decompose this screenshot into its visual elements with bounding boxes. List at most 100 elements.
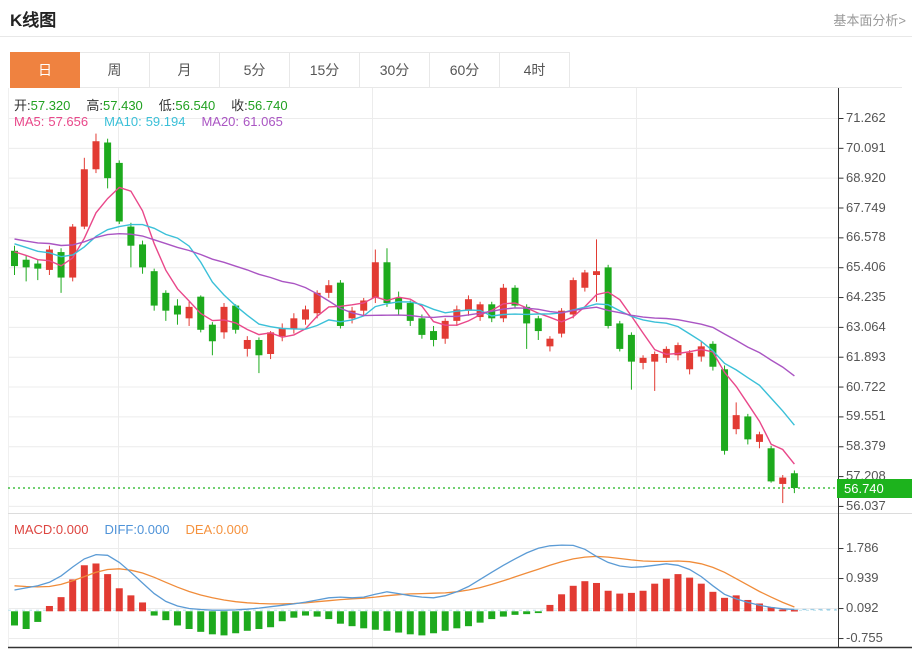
candle-body: [755, 434, 763, 442]
candle-body: [406, 303, 414, 321]
candle-body: [441, 320, 449, 339]
candle-body: [593, 271, 600, 276]
candle-body: [313, 292, 321, 314]
price-tick-label: 60.722: [846, 378, 886, 394]
candles: [11, 133, 798, 504]
gridlines: [8, 88, 912, 648]
tab-60min[interactable]: 60分: [430, 52, 500, 88]
candle-body: [395, 297, 403, 310]
candle-body: [581, 272, 589, 288]
candle-body: [430, 331, 438, 340]
title-divider: [0, 36, 912, 37]
tab-5min[interactable]: 5分: [220, 52, 290, 88]
high-value: 57.430: [103, 98, 143, 113]
candle-body: [302, 309, 309, 320]
candle-body: [511, 287, 519, 306]
candle-body: [69, 226, 77, 278]
low-value: 56.540: [175, 98, 216, 113]
candle-body: [499, 287, 507, 319]
candle-body: [278, 328, 286, 337]
candle-body: [185, 306, 193, 319]
candle-body: [371, 262, 379, 298]
diff-label: DIFF:: [104, 522, 137, 537]
macd-label: MACD:: [14, 522, 56, 537]
candle-body: [22, 259, 30, 268]
price-tick-label: 56.037: [846, 497, 886, 513]
price-tick-label: 68.920: [846, 169, 886, 185]
diff-line: [14, 544, 795, 611]
dea-label: DEA:: [185, 522, 216, 537]
price-tick-label: 61.893: [846, 348, 886, 364]
current-price-badge: 56.740: [837, 479, 912, 498]
price-tick-label: 71.262: [846, 110, 886, 125]
candle-body: [546, 338, 554, 347]
candle-body: [243, 339, 251, 349]
close-label: 收:: [231, 98, 248, 113]
price-tick-label: 70.091: [846, 139, 886, 155]
macd-histogram: [11, 563, 798, 636]
candle-body: [360, 300, 368, 311]
page-title: K线图: [10, 11, 57, 30]
price-tick-label: 66.578: [846, 229, 886, 245]
candle-body: [662, 348, 670, 358]
candle-body: [627, 334, 635, 362]
price-tick-label: 63.064: [846, 318, 886, 334]
tab-30min[interactable]: 30分: [360, 52, 430, 88]
high-label: 高:: [86, 98, 104, 113]
candle-body: [45, 249, 53, 270]
candle-body: [418, 318, 426, 335]
ma20-line: [14, 232, 795, 377]
candle-body: [290, 318, 298, 329]
candle-body: [127, 226, 135, 246]
ma10-line: [14, 223, 795, 426]
candle-body: [104, 142, 112, 179]
ma10-value: 59.194: [145, 114, 186, 129]
candle-body: [11, 250, 18, 267]
price-tick-label: 67.749: [846, 199, 886, 215]
candle-body: [674, 345, 682, 356]
dea-value: 0.000: [215, 522, 249, 537]
macd-tick-label: 0.939: [846, 570, 879, 586]
price-tick-label: 58.379: [846, 438, 886, 454]
candle-body: [651, 353, 659, 362]
tab-week[interactable]: 周: [80, 52, 150, 88]
candle-body: [464, 299, 472, 311]
candle-body: [232, 305, 240, 330]
macd-tick-label: 1.786: [846, 540, 879, 556]
ma5-label: MA5:: [14, 114, 45, 129]
candle-body: [150, 271, 158, 306]
candle-body: [732, 415, 740, 430]
candle-body: [709, 343, 717, 367]
macd-value: 0.000: [55, 522, 89, 537]
candle-body: [453, 309, 461, 321]
price-tick-label: 59.551: [846, 408, 886, 424]
candle-body: [779, 477, 787, 484]
fundamental-analysis-link[interactable]: 基本面分析>: [833, 13, 906, 28]
candle-body: [697, 346, 705, 357]
ma20-label: MA20:: [201, 114, 240, 129]
ma20-value: 61.065: [243, 114, 283, 129]
axes: [8, 88, 912, 649]
tab-month[interactable]: 月: [150, 52, 220, 88]
tab-4hour[interactable]: 4时: [500, 52, 570, 88]
candle-body: [57, 252, 65, 278]
candle-body: [92, 141, 100, 170]
ma5-line: [14, 186, 795, 465]
candle-body: [639, 357, 647, 363]
candle-body: [721, 369, 729, 451]
ohlc-legend: 开:57.320 高:57.430 低:56.540 收:56.740: [14, 95, 288, 114]
ma-legend: MA5: 57.656 MA10: 59.194 MA20: 61.065: [14, 114, 283, 129]
candle-body: [208, 324, 216, 342]
candle-body: [523, 306, 531, 324]
open-label: 开:: [14, 98, 31, 113]
candle-body: [790, 473, 798, 489]
macd-tick-label: 0.092: [846, 600, 879, 616]
tab-day[interactable]: 日: [10, 52, 80, 88]
candle-body: [115, 162, 123, 222]
candle-body: [139, 244, 147, 268]
period-tabbar: 日周月 5分 15分 30分 60分 4时: [10, 52, 902, 88]
candle-body: [744, 416, 752, 440]
tab-15min[interactable]: 15分: [290, 52, 360, 88]
